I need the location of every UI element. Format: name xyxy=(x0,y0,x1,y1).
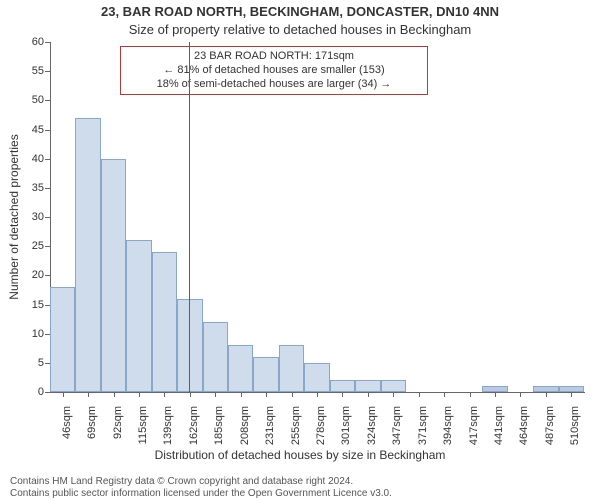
x-tick xyxy=(190,392,191,397)
x-tick-label: 115sqm xyxy=(137,406,149,444)
y-tick xyxy=(45,392,50,393)
y-tick-label: 50 xyxy=(16,94,44,106)
x-tick xyxy=(342,392,343,397)
y-tick-label: 10 xyxy=(16,328,44,340)
x-tick-label: 255sqm xyxy=(290,406,302,445)
histogram-bar xyxy=(381,380,406,392)
y-tick xyxy=(45,246,50,247)
x-tick-label: 347sqm xyxy=(391,406,403,445)
y-tick-label: 55 xyxy=(16,65,44,77)
x-tick-label: 185sqm xyxy=(213,406,225,445)
histogram-bar xyxy=(101,159,126,392)
y-tick xyxy=(45,275,50,276)
y-tick xyxy=(45,100,50,101)
reference-line xyxy=(189,42,190,392)
x-tick xyxy=(164,392,165,397)
x-tick-label: 394sqm xyxy=(442,406,454,445)
footer-line1: Contains HM Land Registry data © Crown c… xyxy=(10,476,353,487)
x-tick xyxy=(241,392,242,397)
y-tick-label: 40 xyxy=(16,153,44,165)
x-tick-label: 324sqm xyxy=(366,406,378,445)
x-tick-label: 231sqm xyxy=(264,406,276,445)
histogram-bar xyxy=(203,322,228,392)
x-tick xyxy=(571,392,572,397)
y-tick xyxy=(45,217,50,218)
x-tick xyxy=(114,392,115,397)
x-tick-label: 510sqm xyxy=(569,406,581,445)
histogram-bar xyxy=(177,299,202,392)
annotation-line1: 23 BAR ROAD NORTH: 171sqm xyxy=(127,50,421,64)
y-tick xyxy=(45,130,50,131)
histogram-bar xyxy=(228,345,253,392)
y-tick-label: 5 xyxy=(16,357,44,369)
histogram-bar xyxy=(126,240,151,392)
histogram-bar xyxy=(279,345,304,392)
x-tick xyxy=(317,392,318,397)
histogram-bar xyxy=(75,118,100,392)
x-tick-label: 208sqm xyxy=(239,406,251,445)
x-tick-label: 441sqm xyxy=(493,406,505,445)
x-tick xyxy=(546,392,547,397)
y-tick-label: 20 xyxy=(16,269,44,281)
x-tick-label: 69sqm xyxy=(86,406,98,439)
footer-line2: Contains public sector information licen… xyxy=(10,488,392,499)
x-tick xyxy=(215,392,216,397)
x-tick-label: 301sqm xyxy=(340,406,352,445)
x-tick-label: 487sqm xyxy=(544,406,556,445)
annotation-box: 23 BAR ROAD NORTH: 171sqm ← 81% of detac… xyxy=(120,46,428,95)
histogram-bar xyxy=(330,380,355,392)
x-tick-label: 139sqm xyxy=(162,406,174,445)
x-tick-label: 162sqm xyxy=(188,406,200,445)
x-tick-label: 46sqm xyxy=(61,406,73,439)
y-tick xyxy=(45,71,50,72)
y-tick xyxy=(45,42,50,43)
x-tick xyxy=(63,392,64,397)
x-tick-label: 464sqm xyxy=(518,406,530,445)
histogram-bar xyxy=(482,386,507,392)
x-axis-label: Distribution of detached houses by size … xyxy=(0,448,600,462)
y-tick-label: 15 xyxy=(16,299,44,311)
x-tick xyxy=(139,392,140,397)
annotation-line3: 18% of semi-detached houses are larger (… xyxy=(127,78,421,92)
chart-subtitle: Size of property relative to detached ho… xyxy=(0,22,600,37)
histogram-bar xyxy=(355,380,380,392)
y-tick-label: 45 xyxy=(16,124,44,136)
x-tick xyxy=(292,392,293,397)
page-title: 23, BAR ROAD NORTH, BECKINGHAM, DONCASTE… xyxy=(0,4,600,19)
x-tick-label: 371sqm xyxy=(417,406,429,445)
histogram-bar xyxy=(50,287,75,392)
histogram-bar xyxy=(253,357,278,392)
x-tick xyxy=(393,392,394,397)
histogram-bar xyxy=(559,386,584,392)
x-tick-label: 92sqm xyxy=(112,406,124,439)
x-tick xyxy=(495,392,496,397)
x-tick-label: 278sqm xyxy=(315,406,327,445)
histogram-bar xyxy=(152,252,177,392)
x-tick xyxy=(470,392,471,397)
y-tick-label: 35 xyxy=(16,182,44,194)
histogram-bar xyxy=(533,386,558,392)
x-tick xyxy=(266,392,267,397)
y-tick xyxy=(45,159,50,160)
x-tick-label: 417sqm xyxy=(468,406,480,445)
y-tick-label: 25 xyxy=(16,240,44,252)
histogram-bar xyxy=(304,363,329,392)
annotation-line2: ← 81% of detached houses are smaller (15… xyxy=(127,64,421,78)
x-tick xyxy=(444,392,445,397)
y-tick xyxy=(45,188,50,189)
y-tick-label: 60 xyxy=(16,36,44,48)
y-tick-label: 30 xyxy=(16,211,44,223)
x-tick xyxy=(520,392,521,397)
x-tick xyxy=(88,392,89,397)
y-tick-label: 0 xyxy=(16,386,44,398)
x-tick xyxy=(368,392,369,397)
x-tick xyxy=(419,392,420,397)
